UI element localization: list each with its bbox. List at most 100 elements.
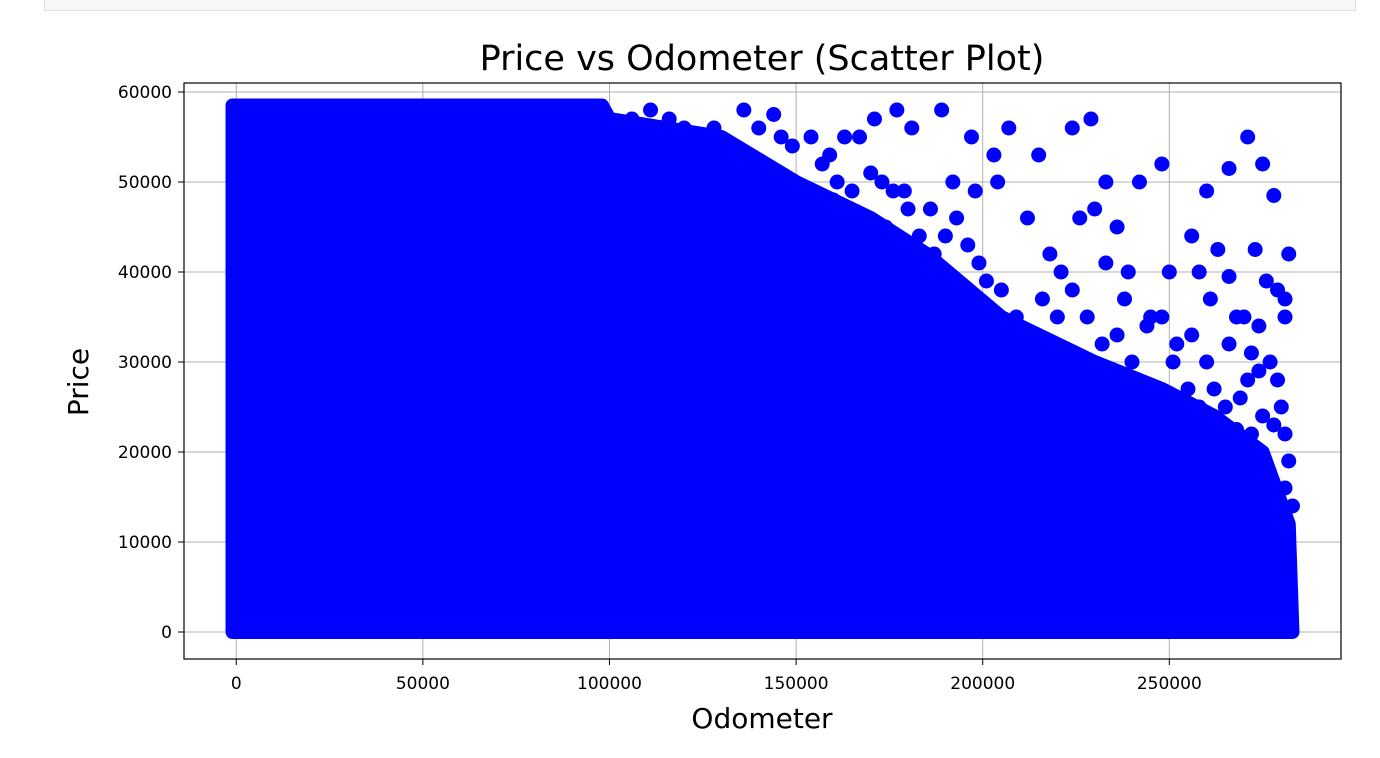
scatter-point — [1240, 129, 1256, 145]
scatter-point — [1102, 363, 1118, 379]
scatter-point — [844, 183, 860, 199]
scatter-point — [878, 219, 894, 235]
scatter-point — [1117, 372, 1133, 388]
scatter-point — [1019, 210, 1035, 226]
scatter-point — [949, 210, 965, 226]
scatter-point — [1251, 318, 1267, 334]
scatter-point — [997, 345, 1013, 361]
scatter-point — [1255, 156, 1271, 172]
scatter-point — [1109, 219, 1125, 235]
scatter-point — [952, 282, 968, 298]
scatter-point — [1005, 372, 1021, 388]
scatter-point — [1098, 174, 1114, 190]
scatter-point — [1281, 453, 1297, 469]
scatter-point — [1270, 372, 1286, 388]
scatter-point — [937, 273, 953, 289]
scatter-point — [1180, 381, 1196, 397]
scatter-point — [751, 120, 767, 136]
scatter-point — [866, 111, 882, 127]
y-tick-label: 40000 — [118, 263, 172, 283]
scatter-point — [766, 107, 782, 122]
scatter-point — [863, 165, 879, 181]
scatter-point — [1117, 291, 1133, 307]
scatter-point — [922, 264, 938, 280]
scatter-point — [1079, 309, 1095, 325]
scatter-point — [1221, 336, 1237, 352]
scatter-point — [1031, 147, 1047, 163]
scatter-point — [855, 219, 871, 235]
y-axis: 0 10000 20000 30000 40000 50000 60000 — [118, 83, 184, 643]
scatter-point — [964, 129, 980, 145]
scatter-point — [1243, 345, 1259, 361]
scatter-point — [967, 291, 983, 307]
scatter-point — [1064, 282, 1080, 298]
scatter-point — [908, 255, 924, 271]
x-tick-label: 250000 — [1137, 674, 1202, 694]
scatter-point — [1154, 156, 1170, 172]
x-axis-label: Odometer — [691, 702, 833, 735]
scatter-point — [1195, 444, 1211, 460]
y-axis-label: Price — [62, 348, 95, 416]
scatter-point — [900, 201, 916, 217]
scatter-point — [926, 246, 942, 262]
scatter-point — [1053, 264, 1069, 280]
x-tick-label: 200000 — [950, 674, 1015, 694]
y-tick-label: 10000 — [118, 533, 172, 553]
y-tick-label: 0 — [161, 623, 172, 643]
scatter-point — [814, 156, 830, 172]
scatter-point — [1001, 120, 1017, 136]
scatter-point — [1243, 426, 1259, 442]
scatter-point — [1217, 399, 1233, 415]
x-tick-label: 150000 — [764, 674, 829, 694]
scatter-point — [1042, 246, 1058, 262]
scatter-point — [1236, 309, 1252, 325]
scatter-point — [1199, 183, 1215, 199]
scatter-point — [784, 138, 800, 154]
scatter-point — [934, 102, 950, 118]
scatter-point — [986, 147, 1002, 163]
scatter-point — [1139, 318, 1155, 334]
data-points — [225, 98, 1300, 639]
scatter-point — [1109, 408, 1125, 424]
scatter-point — [889, 102, 905, 118]
scatter-point — [1284, 498, 1300, 514]
y-tick-label: 30000 — [118, 353, 172, 373]
scatter-point — [1258, 273, 1274, 289]
scatter-point — [1068, 399, 1084, 415]
scatter-point — [1023, 327, 1039, 343]
scatter-point — [1247, 242, 1263, 257]
scatter-point — [1187, 471, 1203, 487]
scatter-point — [829, 174, 845, 190]
scatter-point — [885, 183, 901, 199]
scatter-point — [1266, 417, 1282, 433]
scatter-point — [691, 129, 707, 145]
scatter-point — [1057, 372, 1073, 388]
y-tick-label: 20000 — [118, 443, 172, 463]
scatter-point — [1273, 399, 1289, 415]
scatter-point — [1210, 242, 1226, 257]
scatter-point — [1255, 408, 1271, 424]
scatter-point — [736, 102, 752, 118]
scatter-point — [1120, 264, 1136, 280]
scatter-point — [676, 120, 692, 136]
scatter-point — [1277, 291, 1293, 307]
scatter-point — [1008, 309, 1024, 325]
scatter-point — [643, 102, 659, 118]
scatter-point — [1240, 453, 1256, 469]
scatter-point — [1098, 255, 1114, 271]
plot-frame — [183, 82, 1342, 660]
scatter-point — [893, 237, 909, 253]
scatter-point — [837, 129, 853, 145]
scatter-point — [1169, 336, 1185, 352]
scatter-point — [1266, 188, 1282, 203]
scatter-point — [706, 120, 722, 136]
scatter-point — [773, 129, 789, 145]
scatter-point — [911, 228, 927, 244]
scatter-point — [904, 120, 920, 136]
scatter-point — [1034, 291, 1050, 307]
chart-title: Price vs Odometer (Scatter Plot) — [480, 39, 1045, 79]
scatter-point — [1131, 174, 1147, 190]
scatter-point — [922, 201, 938, 217]
scatter-point — [1019, 390, 1035, 406]
